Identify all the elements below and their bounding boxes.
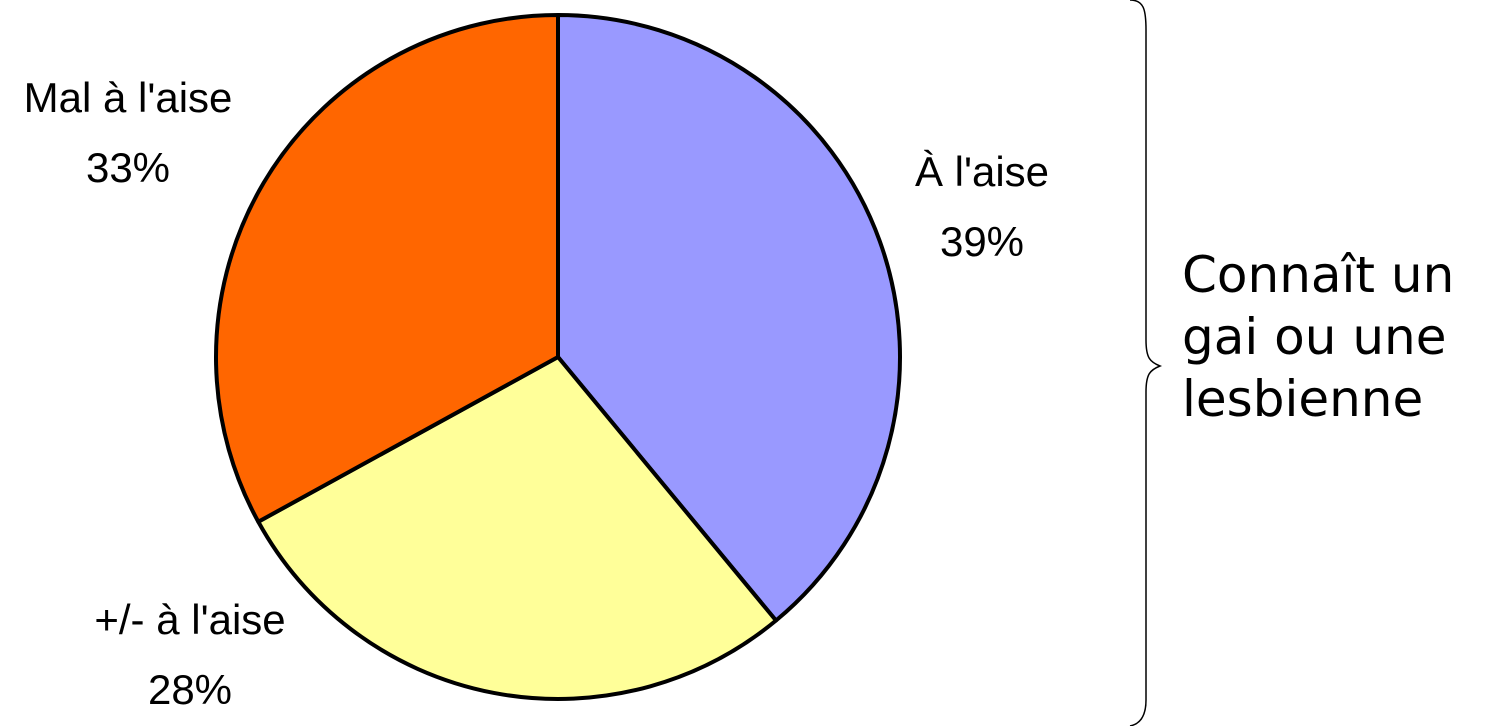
slice-label-3: Mal à l'aise <box>24 74 233 121</box>
pie-slices <box>214 13 902 701</box>
pie-slice-3 <box>214 13 560 524</box>
caption-line-2: gai ou une <box>1182 308 1447 366</box>
caption-line-1: Connaît un <box>1182 246 1455 304</box>
pie-labels: À l'aise 39% +/- à l'aise 28% Mal à l'aise 33… <box>24 74 1049 713</box>
right-brace <box>1129 0 1163 726</box>
pie-slice-1 <box>556 13 902 623</box>
slice-label-1: À l'aise <box>915 148 1049 195</box>
slice-label-2: +/- à l'aise <box>94 596 285 643</box>
pie-slice-2 <box>256 355 778 701</box>
slice-percent-1: 39% <box>940 218 1024 265</box>
caption-line-3: lesbienne <box>1182 370 1424 428</box>
slice-percent-2: 28% <box>148 666 232 713</box>
side-caption: Connaît un gai ou une lesbienne <box>1182 244 1502 430</box>
slice-percent-3: 33% <box>86 144 170 191</box>
